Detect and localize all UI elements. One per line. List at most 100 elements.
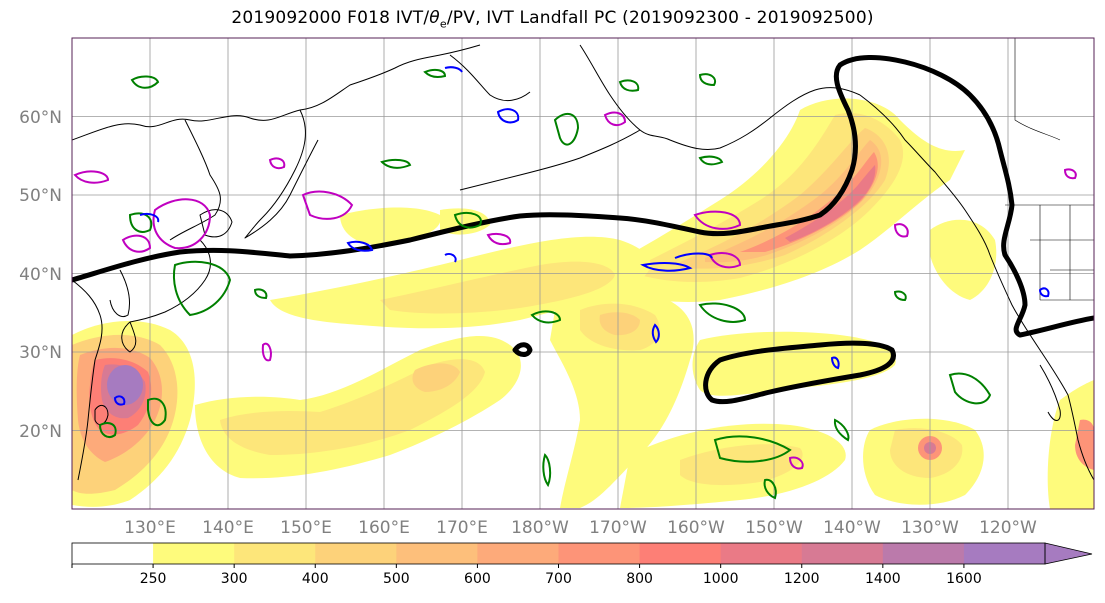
colorbar-segment: [477, 543, 559, 564]
pv-blue-contour: [640, 262, 693, 272]
latitude-labels: 20°N 30°N 40°N 50°N 60°N: [19, 108, 62, 442]
theta-e-contour: [698, 73, 716, 87]
lat-label: 40°N: [19, 265, 62, 285]
title-theta: θ: [429, 8, 440, 28]
coast-bc: [859, 94, 1069, 396]
ivt-blob-west: [340, 207, 441, 245]
coast-kamchatka: [244, 109, 319, 239]
graticule: [72, 38, 1094, 509]
map-panel: [72, 38, 1094, 509]
coast-mexico: [1067, 394, 1094, 481]
pv-magenta-contours: [73, 111, 1077, 470]
colorbar-ticks: 250 300 400 500 600 700 800 1000 1200 1400 1600: [71, 564, 982, 587]
coastlines: [72, 44, 1094, 481]
colorbar-segment: [396, 543, 478, 564]
ivt-subtropical-band-500: [412, 363, 460, 392]
theta-e-contour: [380, 158, 412, 169]
pv-blue-contour: [496, 108, 520, 124]
title-theta-sub: e: [439, 17, 447, 31]
ivt-east-edge: [1047, 380, 1094, 509]
colorbar-segment: [963, 543, 1046, 564]
landfall-pc-main: [72, 54, 1094, 338]
ivt-blob-west-coast: [930, 219, 997, 300]
theta-e-contour: [98, 422, 117, 438]
colorbar-tick-label: 800: [626, 571, 653, 587]
theta-e-contour: [893, 290, 907, 302]
pv-blue-contours: [113, 66, 1050, 406]
theta-e-contour: [130, 75, 160, 89]
landfall-pc-contours: [72, 54, 1094, 405]
title-prefix: 2019092000 F018 IVT/: [231, 8, 430, 28]
pv-blue-contour: [674, 252, 713, 259]
ivt-typhoon-core: [107, 365, 143, 405]
theta-e-contour: [530, 310, 562, 324]
coast-japan-kyushu: [121, 321, 137, 353]
pv-magenta-contour: [603, 111, 627, 127]
lon-label: 140°W: [823, 518, 881, 538]
pv-magenta-contour: [1063, 168, 1077, 180]
lon-label: 150°W: [745, 518, 803, 538]
coast-baja: [1039, 364, 1061, 421]
coast-siberia: [72, 44, 481, 141]
colorbar-segment: [153, 543, 235, 564]
colorbar-segment: [639, 543, 722, 564]
lon-label: 160°E: [358, 518, 410, 538]
lon-label: 150°E: [280, 518, 332, 538]
ivt-mid-pacific-blob-500: [599, 312, 640, 336]
chart-title: 2019092000 F018 IVT/θe/PV, IVT Landfall …: [0, 8, 1105, 30]
theta-e-contour: [172, 260, 232, 317]
lon-label: 130°E: [124, 518, 176, 538]
ivt-ar-400: [640, 112, 904, 282]
colorbar-tick-label: 1200: [784, 571, 820, 587]
lon-label: 160°W: [667, 518, 725, 538]
pv-blue-contour: [1038, 287, 1050, 298]
pv-blue-contour: [139, 212, 160, 223]
colorbar-segment: [801, 543, 884, 564]
pv-magenta-contour: [486, 233, 512, 246]
pv-blue-contour: [444, 66, 463, 73]
theta-e-contour: [698, 155, 724, 166]
coast-chukotka: [449, 54, 531, 102]
colorbar-tick-label: 1400: [865, 571, 901, 587]
lon-label: 120°W: [979, 518, 1037, 538]
colorbar-segment: [882, 543, 965, 564]
colorbar-segment: [720, 543, 803, 564]
coast-taiwan: [94, 404, 109, 426]
pv-magenta-contour: [268, 157, 286, 170]
theta-e-contour: [763, 478, 777, 500]
pv-blue-contour: [346, 240, 374, 252]
colorbar-tick-label: 300: [221, 571, 248, 587]
political-borders: [1005, 38, 1094, 301]
colorbar: 250 300 400 500 600 700 800 1000 1200 1400 1600: [71, 542, 1093, 587]
colorbar-extend-arrow: [1044, 542, 1093, 565]
theta-e-contour: [147, 397, 167, 427]
ivt-ar-500: [680, 128, 889, 269]
lon-label: 170°E: [436, 518, 488, 538]
colorbar-segment: [234, 543, 316, 564]
theta-e-contour: [453, 212, 482, 229]
lon-label: 180°W: [511, 518, 569, 538]
pv-magenta-contour: [152, 198, 212, 250]
lat-label: 30°N: [19, 343, 62, 363]
theta-e-contour: [553, 112, 580, 146]
theta-e-contour: [542, 453, 552, 488]
lon-label: 170°W: [589, 518, 647, 538]
coast-japan-honshu: [129, 239, 211, 323]
colorbar-tick-label: 400: [302, 571, 329, 587]
pv-magenta-contour: [73, 170, 110, 184]
theta-e-contours: [98, 68, 992, 500]
ivt-east-edge-400: [1075, 419, 1094, 470]
theta-e-contour: [948, 372, 992, 405]
theta-e-contour: [253, 288, 268, 300]
colorbar-tick-label: 250: [140, 571, 167, 587]
colorbar-segment: [315, 543, 397, 564]
pv-magenta-contour: [708, 252, 742, 269]
coast-alaska: [579, 44, 861, 151]
pv-magenta-contour: [301, 190, 354, 220]
colorbar-tick-label: 700: [545, 571, 572, 587]
ivt-shading: [72, 98, 1094, 509]
colorbar-segment: [558, 543, 641, 564]
map-frame: [71, 37, 1095, 510]
pv-blue-contour: [444, 252, 457, 263]
